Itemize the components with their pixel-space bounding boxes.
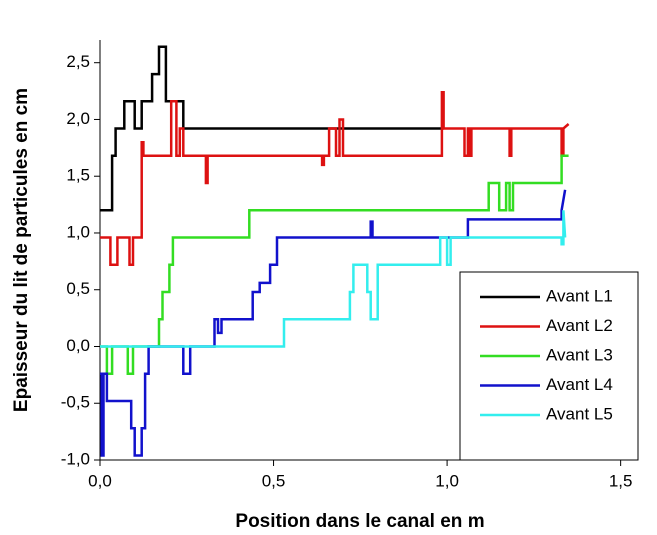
y-tick-label: 1,0 [66,222,90,241]
legend-label: Avant L4 [546,375,613,394]
y-tick-label: -0,5 [61,393,90,412]
legend-label: Avant L1 [546,286,613,305]
legend-label: Avant L2 [546,316,613,335]
y-tick-label: -1,0 [61,449,90,468]
x-tick-label: 0,5 [262,471,286,490]
legend-label: Avant L3 [546,345,613,364]
y-tick-label: 0,5 [66,279,90,298]
series-line [100,90,570,267]
series-line [100,189,567,457]
y-axis-label: Epaisseur du lit de particules en cm [11,88,32,412]
x-axis-label: Position dans le canal en m [235,511,484,532]
series-line [100,154,569,375]
legend-label: Avant L5 [546,404,613,423]
series-line [100,45,444,212]
x-tick-label: 0,0 [88,471,112,490]
y-tick-label: 2,5 [66,52,90,71]
y-tick-label: 0,0 [66,336,90,355]
series-line [100,210,567,348]
y-tick-label: 1,5 [66,166,90,185]
x-tick-label: 1,0 [435,471,459,490]
y-tick-label: 2,0 [66,109,90,128]
x-tick-label: 1,5 [609,471,633,490]
legend-box [459,271,639,461]
